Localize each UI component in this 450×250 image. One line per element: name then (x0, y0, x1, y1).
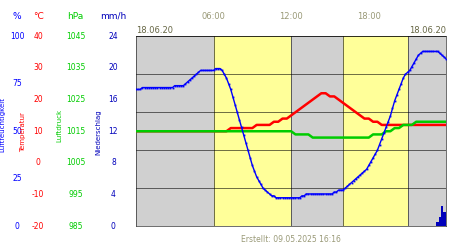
Text: 1005: 1005 (66, 158, 86, 168)
Text: 30: 30 (33, 64, 43, 72)
Text: 75: 75 (12, 79, 22, 88)
Text: -10: -10 (32, 190, 45, 199)
Bar (214, 36, 291, 226)
Bar (291, 36, 343, 226)
Text: 40: 40 (33, 32, 43, 41)
Text: °C: °C (33, 12, 44, 21)
Text: mm/h: mm/h (100, 12, 126, 21)
Text: %: % (13, 12, 22, 21)
Text: Luftfeuchtigkeit: Luftfeuchtigkeit (0, 98, 6, 152)
Text: Niederschlag: Niederschlag (95, 110, 101, 155)
Text: 1035: 1035 (66, 64, 86, 72)
Text: 0: 0 (111, 222, 116, 231)
Text: 18.06.20: 18.06.20 (136, 26, 173, 35)
Text: 25: 25 (12, 174, 22, 183)
Bar (408, 36, 446, 226)
Bar (343, 36, 408, 226)
Text: 50: 50 (12, 127, 22, 136)
Bar (436, 222, 439, 226)
Bar (443, 212, 446, 226)
Text: 12: 12 (108, 127, 118, 136)
Text: 0: 0 (36, 158, 40, 168)
Bar (136, 36, 214, 226)
Text: 18:00: 18:00 (357, 12, 381, 21)
Text: 18.06.20: 18.06.20 (410, 26, 446, 35)
Text: 20: 20 (33, 95, 43, 104)
Text: 06:00: 06:00 (202, 12, 225, 21)
Text: 0: 0 (15, 222, 19, 231)
Text: 8: 8 (111, 158, 116, 168)
Text: Temperatur: Temperatur (20, 112, 27, 152)
Bar (439, 217, 441, 226)
Text: Luftdruck: Luftdruck (56, 108, 63, 142)
Text: 10: 10 (33, 127, 43, 136)
Text: 12:00: 12:00 (279, 12, 303, 21)
Text: -20: -20 (32, 222, 45, 231)
Bar (441, 206, 443, 226)
Text: 995: 995 (68, 190, 83, 199)
Text: 4: 4 (111, 190, 116, 199)
Text: Erstellt: 09.05.2025 16:16: Erstellt: 09.05.2025 16:16 (241, 235, 341, 244)
Text: 100: 100 (10, 32, 24, 41)
Text: 24: 24 (108, 32, 118, 41)
Text: 1025: 1025 (66, 95, 85, 104)
Text: 1015: 1015 (66, 127, 85, 136)
Text: 985: 985 (68, 222, 83, 231)
Text: hPa: hPa (68, 12, 84, 21)
Text: 16: 16 (108, 95, 118, 104)
Text: 1045: 1045 (66, 32, 86, 41)
Text: 20: 20 (108, 64, 118, 72)
